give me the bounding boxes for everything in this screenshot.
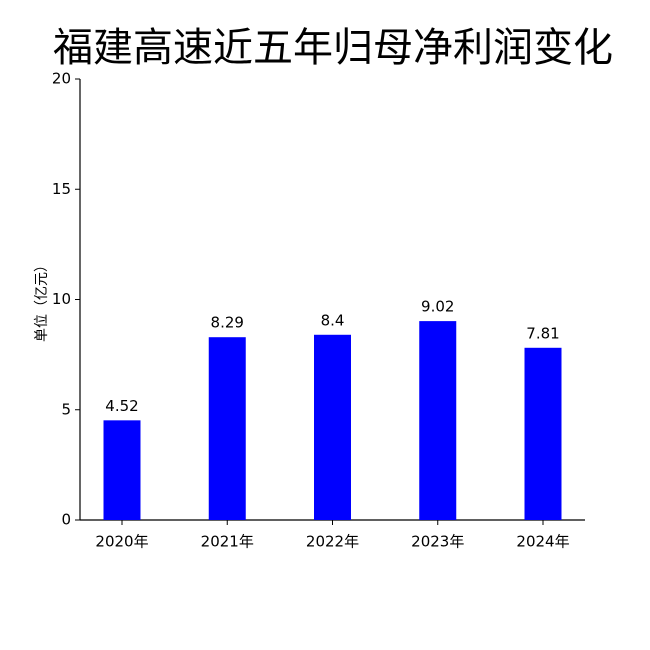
bar	[103, 420, 141, 520]
x-tick-label: 2023年	[411, 533, 464, 551]
y-tick-label: 20	[52, 70, 71, 88]
bar	[419, 321, 457, 520]
data-label: 9.02	[421, 298, 454, 316]
x-tick-label: 2022年	[306, 533, 359, 551]
data-label: 4.52	[105, 397, 138, 415]
y-tick-label: 5	[61, 400, 71, 418]
data-label: 8.4	[321, 311, 345, 329]
data-label: 7.81	[526, 324, 559, 342]
bar	[524, 347, 562, 520]
bar	[208, 337, 246, 520]
chart-title: 福建高速近五年归母净利润变化	[53, 25, 613, 71]
y-tick-label: 15	[52, 180, 71, 198]
data-label: 8.29	[211, 314, 244, 332]
bar	[314, 334, 351, 520]
y-tick-label: 10	[52, 290, 71, 308]
x-tick-label: 2020年	[95, 533, 148, 551]
y-tick-label: 0	[61, 511, 71, 529]
x-tick-label: 2024年	[516, 533, 569, 551]
x-tick-label: 2021年	[201, 533, 254, 551]
y-axis-label: 单位（亿元）	[34, 258, 50, 342]
